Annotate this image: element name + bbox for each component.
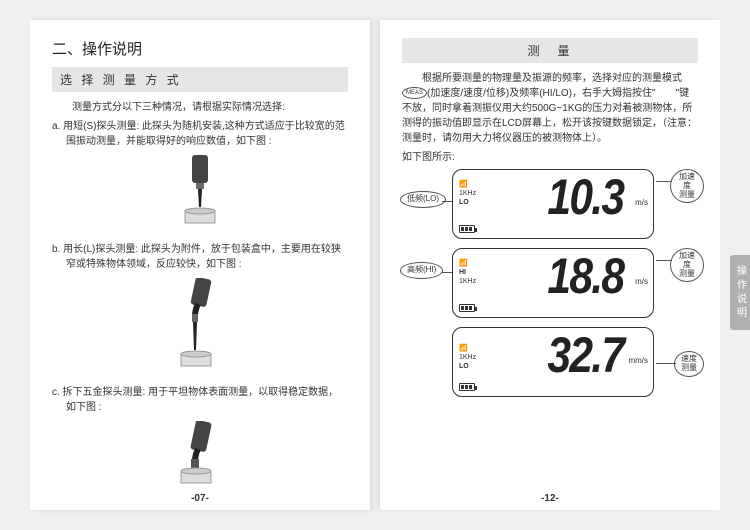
item-c: c. 拆下五金探头测量: 用于平坦物体表面测量，以取得稳定数据，如下图 : bbox=[52, 385, 348, 415]
freq-callout-2: 高频(HI) bbox=[400, 262, 443, 279]
page-number-right: -12- bbox=[380, 493, 720, 504]
lcd-unit-2: m/s bbox=[635, 277, 648, 286]
subheader-left: 选 择 测 量 方 式 bbox=[52, 67, 348, 92]
battery-icon bbox=[459, 225, 475, 233]
lcd-unit-3: mm/s bbox=[628, 356, 648, 365]
item-a: a. 用短(S)探头测量: 此探头为随机安装,这种方式适应于比较宽的范围振动测量… bbox=[52, 119, 348, 149]
page-number-left: -07- bbox=[30, 493, 370, 504]
lcd-row-2: 高频(HI) 加速度 测量 📶 HI 1KHz 18.8 m/s bbox=[402, 248, 698, 321]
battery-icon bbox=[459, 383, 475, 391]
accel-callout-1: 加速度 测量 bbox=[670, 169, 704, 203]
page-left: 二、操作说明 选 择 测 量 方 式 测量方式分以下三种情况，请根据实际情况选择… bbox=[30, 20, 370, 510]
lcd-indicators-1: 📶 1KHz LO bbox=[459, 180, 476, 207]
probe-figure-c bbox=[52, 421, 348, 494]
lcd-indicators-2: 📶 HI 1KHz bbox=[459, 259, 476, 286]
para-tail: 如下图所示: bbox=[402, 150, 698, 165]
probe-figure-b bbox=[52, 278, 348, 375]
item-b: b. 用长(L)探头测量: 此探头为附件，放于包装盒中，主要用在较狭窄或特殊物体… bbox=[52, 242, 348, 272]
section-title: 二、操作说明 bbox=[52, 38, 348, 59]
callout-line bbox=[656, 260, 672, 261]
freq-callout-1: 低频(LO) bbox=[400, 191, 446, 208]
lcd-value-2: 18.8 bbox=[547, 251, 623, 301]
callout-line bbox=[656, 181, 672, 182]
measurement-paragraph: 根据所要测量的物理量及振源的频率，选择对应的测量模式 MEAS(加速度/速度/位移… bbox=[402, 71, 698, 146]
lcd-display-2: 📶 HI 1KHz 18.8 m/s bbox=[452, 248, 654, 318]
meas-icon: MEAS bbox=[402, 87, 427, 99]
battery-icon bbox=[459, 304, 475, 312]
para-part1: 根据所要测量的物理量及振源的频率，选择对应的测量模式 bbox=[402, 73, 682, 84]
page-right: 测 量 根据所要测量的物理量及振源的频率，选择对应的测量模式 MEAS(加速度/速… bbox=[380, 20, 720, 510]
para-part2: (加速度/速度/位移)及频率(HI/LO)，右手大姆指按住" "键不放，同时拿着… bbox=[402, 88, 697, 144]
lcd-row-1: 低频(LO) 加速度 测量 📶 1KHz LO 10.3 m/s bbox=[402, 169, 698, 242]
lcd-value-3: 32.7 bbox=[547, 330, 623, 380]
lcd-display-3: 📶 1KHz LO 32.7 mm/s bbox=[452, 327, 654, 397]
lcd-value-1: 10.3 bbox=[547, 172, 623, 222]
side-tab: 操作说明 bbox=[730, 255, 750, 330]
lcd-row-3: 速度 测量 📶 1KHz LO 32.7 mm/s bbox=[402, 327, 698, 400]
accel-callout-2: 加速度 测量 bbox=[670, 248, 704, 282]
lcd-indicators-3: 📶 1KHz LO bbox=[459, 344, 476, 371]
callout-line bbox=[656, 363, 676, 364]
subheader-right: 测 量 bbox=[402, 38, 698, 63]
lcd-unit-1: m/s bbox=[635, 198, 648, 207]
lcd-display-1: 📶 1KHz LO 10.3 m/s bbox=[452, 169, 654, 239]
intro-text: 测量方式分以下三种情况，请根据实际情况选择: bbox=[52, 100, 348, 115]
probe-figure-a bbox=[52, 155, 348, 232]
accel-callout-3: 速度 测量 bbox=[674, 351, 704, 377]
